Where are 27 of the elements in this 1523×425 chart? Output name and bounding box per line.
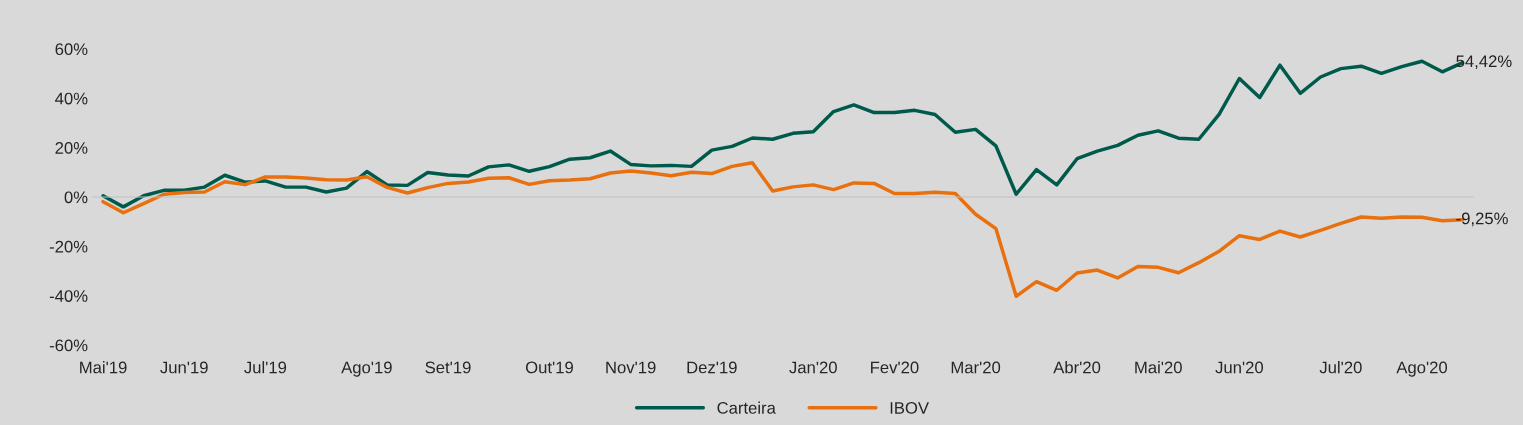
y-tick-label: 20% [55, 142, 88, 154]
data-label: -9,25% [1456, 212, 1508, 227]
x-tick-label: Out'19 [525, 361, 573, 374]
x-tick-label: Ago'19 [341, 361, 392, 377]
legend-label: Carteira [717, 401, 776, 414]
x-tick-label: Jul'19 [244, 361, 287, 374]
x-tick-label: Dez'19 [687, 361, 737, 374]
x-tick-label: Mai'20 [1135, 361, 1182, 374]
y-tick-label: -40% [49, 290, 88, 302]
y-tick-label: -60% [49, 339, 88, 352]
y-tick-label: 0% [64, 191, 88, 204]
x-tick-label: Mai'19 [80, 361, 127, 374]
x-tick-label: Ago'20 [1396, 361, 1448, 377]
x-tick-label: Jul'20 [1319, 361, 1362, 374]
y-tick-label: -20% [49, 240, 88, 253]
x-tick-label: Abr'20 [1053, 361, 1101, 374]
x-tick-label: Jun'19 [160, 361, 208, 374]
x-tick-label: Set'19 [425, 361, 471, 374]
y-tick-label: 40% [55, 92, 88, 105]
x-tick-label: Mar'20 [951, 361, 1001, 374]
y-tick-label: 60% [55, 43, 88, 56]
x-tick-label: Nov'19 [606, 361, 656, 374]
x-tick-label: Jun'20 [1215, 361, 1264, 374]
x-tick-label: Jan'20 [789, 361, 837, 374]
data-label: 54,42% [1456, 55, 1512, 70]
legend-label: IBOV [890, 402, 929, 414]
x-tick-label: Fev'20 [871, 361, 919, 374]
